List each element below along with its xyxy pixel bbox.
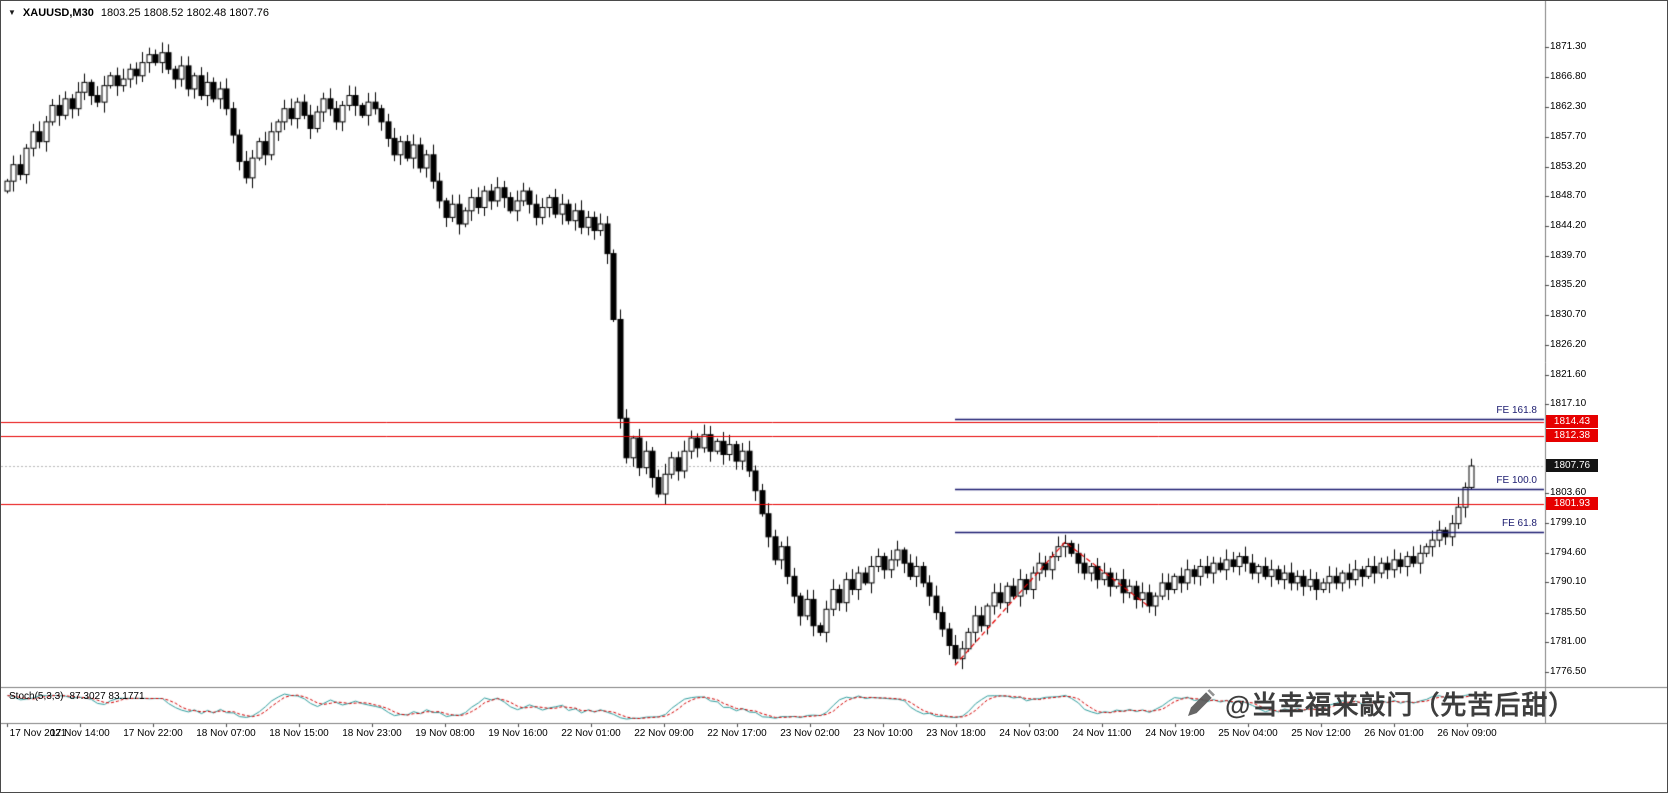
price-tick-label: 1844.20	[1550, 219, 1587, 231]
symbol-label: XAUUSD,M30	[22, 7, 94, 19]
watermark: @当幸福来敲门（先苦后甜）	[1184, 685, 1575, 722]
time-tick-label: 26 Nov 09:00	[1437, 728, 1497, 739]
price-badge: 1807.76	[1546, 458, 1598, 472]
fibo-level-label: FE 100.0	[1496, 475, 1537, 487]
time-tick-label: 24 Nov 19:00	[1145, 728, 1205, 739]
price-tick-label: 1776.50	[1550, 665, 1587, 677]
stochastic-indicator-label: Stoch(5,3,3) 87.3027 83.1771	[9, 691, 145, 702]
price-tick-label: 1871.30	[1550, 41, 1587, 53]
time-tick-label: 26 Nov 01:00	[1364, 728, 1424, 739]
time-tick-label: 17 Nov 14:00	[50, 728, 110, 739]
time-tick-label: 23 Nov 18:00	[926, 728, 986, 739]
time-tick-label: 17 Nov 2021	[9, 728, 67, 739]
price-tick-label: 1781.00	[1550, 636, 1587, 648]
stochastic-name: Stoch(5,3,3)	[9, 691, 64, 702]
time-tick-label: 24 Nov 03:00	[999, 728, 1059, 739]
price-tick-label: 1848.70	[1550, 190, 1587, 202]
time-tick-label: 18 Nov 07:00	[196, 728, 256, 739]
price-tick-label: 1803.60	[1550, 487, 1587, 499]
time-tick-label: 23 Nov 10:00	[853, 728, 913, 739]
time-tick-label: 18 Nov 23:00	[342, 728, 402, 739]
price-badge: 1814.43	[1546, 415, 1598, 429]
price-tick-label: 1857.70	[1550, 131, 1587, 143]
price-tick-label: 1794.60	[1550, 546, 1587, 558]
price-tick-label: 1785.50	[1550, 606, 1587, 618]
price-tick-label: 1853.20	[1550, 160, 1587, 172]
time-tick-label: 22 Nov 01:00	[561, 728, 621, 739]
price-tick-label: 1790.10	[1550, 576, 1587, 588]
price-badge: 1801.93	[1546, 497, 1598, 511]
price-tick-label: 1866.80	[1550, 71, 1587, 83]
time-tick-label: 25 Nov 12:00	[1291, 728, 1351, 739]
time-tick-label: 22 Nov 09:00	[634, 728, 694, 739]
price-tick-label: 1817.10	[1550, 398, 1587, 410]
time-tick-label: 17 Nov 22:00	[123, 728, 183, 739]
price-tick-label: 1839.70	[1550, 249, 1587, 261]
watermark-text: @当幸福来敲门（先苦后甜）	[1225, 690, 1576, 720]
time-tick-label: 19 Nov 08:00	[415, 728, 475, 739]
price-tick-label: 1821.60	[1550, 368, 1587, 380]
price-tick-label: 1826.20	[1550, 338, 1587, 350]
price-tick-label: 1799.10	[1550, 517, 1587, 528]
price-tick-label: 1835.20	[1550, 279, 1587, 291]
stochastic-values: 87.3027 83.1771	[69, 691, 145, 702]
dropdown-arrow-icon[interactable]: ▼	[8, 8, 16, 17]
ohlc-values: 1803.25 1808.52 1802.48 1807.76	[100, 7, 270, 19]
time-tick-label: 18 Nov 15:00	[269, 728, 329, 739]
pen-icon	[1188, 688, 1215, 716]
price-tick-label: 1862.30	[1550, 100, 1587, 112]
time-tick-label: 25 Nov 04:00	[1218, 728, 1278, 739]
time-tick-label: 24 Nov 11:00	[1072, 728, 1132, 739]
time-tick-label: 23 Nov 02:00	[780, 728, 840, 739]
fibo-level-label: FE 161.8	[1496, 404, 1537, 416]
price-tick-label: 1830.70	[1550, 308, 1587, 320]
fibo-level-label: FE 61.8	[1501, 517, 1537, 529]
symbol-header: ▼ XAUUSD,M30 1803.25 1808.52 1802.48 180…	[8, 7, 269, 19]
price-badge: 1812.38	[1546, 428, 1598, 442]
time-tick-label: 19 Nov 16:00	[488, 728, 548, 739]
time-tick-label: 22 Nov 17:00	[707, 728, 767, 739]
